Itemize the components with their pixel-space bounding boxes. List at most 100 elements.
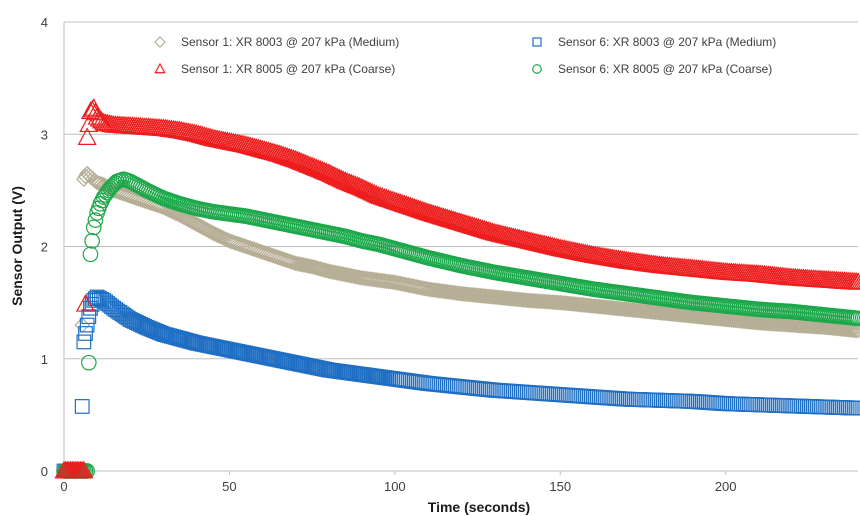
data-point	[350, 177, 370, 195]
data-point	[343, 174, 364, 193]
data-point	[84, 233, 100, 249]
data-point	[529, 293, 545, 309]
data-point	[540, 293, 557, 310]
data-point	[81, 309, 97, 325]
data-point	[542, 294, 559, 310]
data-point	[312, 261, 329, 277]
data-point	[304, 258, 320, 275]
data-point	[100, 296, 116, 311]
data-point	[79, 317, 95, 333]
data-point	[356, 179, 376, 198]
data-point	[774, 316, 790, 333]
data-point	[515, 292, 532, 308]
data-point	[292, 152, 312, 170]
data-point	[229, 235, 246, 252]
data-point	[848, 322, 860, 339]
data-point	[762, 315, 779, 332]
data-point	[254, 244, 271, 260]
data-point	[248, 242, 265, 258]
x-tick-label: 150	[549, 479, 571, 494]
data-point	[766, 316, 783, 332]
data-point	[118, 186, 134, 203]
data-point	[532, 293, 549, 310]
data-point	[360, 181, 380, 200]
x-tick-label: 50	[222, 479, 236, 494]
data-point	[850, 400, 860, 416]
data-point	[281, 253, 298, 270]
data-point	[80, 101, 101, 120]
data-point	[325, 166, 345, 184]
data-point	[354, 178, 374, 197]
data-point	[310, 159, 330, 178]
data-point	[74, 399, 90, 414]
data-point	[366, 184, 386, 203]
legend-marker	[532, 64, 542, 74]
data-point	[803, 318, 820, 335]
data-point	[536, 293, 553, 310]
data-point	[124, 188, 141, 205]
data-point	[799, 318, 816, 334]
data-point	[87, 212, 104, 228]
data-point	[87, 107, 107, 125]
data-point	[333, 170, 353, 188]
data-point	[281, 148, 302, 167]
data-point	[523, 292, 539, 309]
data-point	[294, 153, 314, 171]
data-point	[77, 127, 97, 145]
data-point	[370, 186, 390, 205]
data-point	[805, 318, 822, 335]
data-point	[787, 317, 804, 334]
data-point	[809, 318, 825, 335]
data-point	[797, 318, 814, 334]
data-point	[244, 240, 261, 257]
plot-area	[54, 98, 860, 479]
data-point	[302, 156, 322, 175]
data-point	[277, 251, 294, 268]
y-tick-label: 2	[41, 240, 48, 255]
data-point	[538, 293, 555, 310]
data-point	[231, 236, 248, 253]
data-point	[754, 315, 771, 331]
data-point	[756, 315, 773, 332]
data-point	[368, 185, 388, 204]
data-point	[116, 186, 132, 202]
data-point	[768, 316, 785, 332]
data-point	[850, 322, 860, 339]
data-point	[91, 110, 112, 129]
data-point	[323, 165, 343, 183]
legend-item: Sensor 6: XR 8003 @ 207 kPa (Medium)	[532, 35, 776, 49]
data-point	[772, 316, 789, 333]
data-point	[227, 235, 244, 251]
data-point	[122, 188, 139, 204]
data-point	[339, 172, 359, 191]
legend-label: Sensor 1: XR 8003 @ 207 kPa (Medium)	[181, 35, 399, 49]
data-point	[534, 293, 551, 310]
data-point	[795, 318, 812, 334]
data-point	[807, 318, 824, 335]
legend: Sensor 1: XR 8003 @ 207 kPa (Medium) Sens…	[154, 35, 776, 76]
data-point	[240, 239, 256, 256]
legend-marker	[154, 36, 166, 48]
data-point	[75, 294, 96, 312]
data-point	[275, 251, 292, 267]
y-tick-labels: 0 1 2 3 4	[41, 15, 48, 479]
data-point	[758, 315, 775, 332]
data-point	[306, 259, 323, 276]
data-point	[236, 237, 252, 254]
data-point	[374, 187, 395, 206]
data-point	[298, 154, 318, 173]
data-point	[310, 260, 327, 277]
data-point	[258, 245, 275, 262]
legend-label: Sensor 1: XR 8005 @ 207 kPa (Coarse)	[181, 62, 395, 76]
data-point	[300, 258, 316, 274]
legend-label: Sensor 6: XR 8005 @ 207 kPa (Coarse)	[558, 62, 772, 76]
y-tick-label: 4	[41, 15, 48, 30]
legend-marker	[154, 62, 166, 74]
data-point	[308, 159, 328, 177]
data-point	[279, 147, 299, 166]
data-point	[782, 317, 798, 333]
x-axis-title: Time (seconds)	[428, 499, 530, 515]
x-tick-label: 0	[60, 479, 67, 494]
data-point	[811, 319, 827, 335]
legend-item: Sensor 6: XR 8005 @ 207 kPa (Coarse)	[532, 62, 772, 76]
